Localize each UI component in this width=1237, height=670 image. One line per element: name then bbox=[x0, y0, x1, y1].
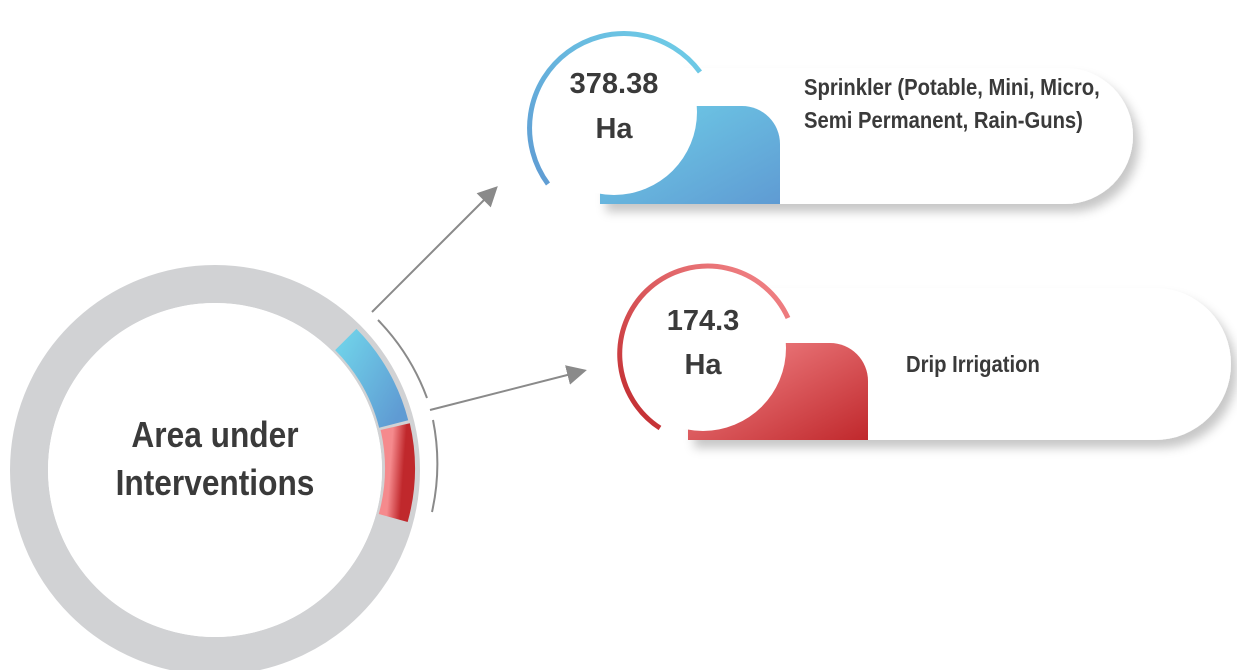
outer-arc bbox=[431, 419, 439, 513]
label-box: Sprinkler (Potable, Mini, Micro, Semi Pe… bbox=[804, 74, 1100, 133]
item-unit: Ha bbox=[684, 349, 722, 381]
item-label: Sprinkler (Potable, Mini, Micro, Semi Pe… bbox=[804, 74, 1100, 133]
blue-segment bbox=[334, 328, 409, 429]
value-arc bbox=[617, 263, 791, 431]
item-value: 174.3 bbox=[667, 305, 740, 337]
value-circle bbox=[620, 265, 786, 431]
center-label: Area under Interventions bbox=[116, 415, 315, 503]
value-arc bbox=[527, 31, 703, 186]
outer-arc bbox=[377, 319, 428, 399]
label-box: Drip Irrigation bbox=[906, 351, 1040, 377]
item-value: 378.38 bbox=[570, 68, 659, 100]
item-label: Drip Irrigation bbox=[906, 351, 1040, 377]
item-unit: Ha bbox=[595, 113, 633, 145]
arrow bbox=[371, 186, 498, 313]
value-circle bbox=[531, 29, 697, 195]
center-label-line: Area under bbox=[131, 415, 298, 455]
center-disc bbox=[48, 303, 382, 637]
arrow bbox=[429, 365, 587, 411]
center-label-line: Interventions bbox=[116, 463, 315, 503]
red-segment bbox=[378, 423, 415, 523]
